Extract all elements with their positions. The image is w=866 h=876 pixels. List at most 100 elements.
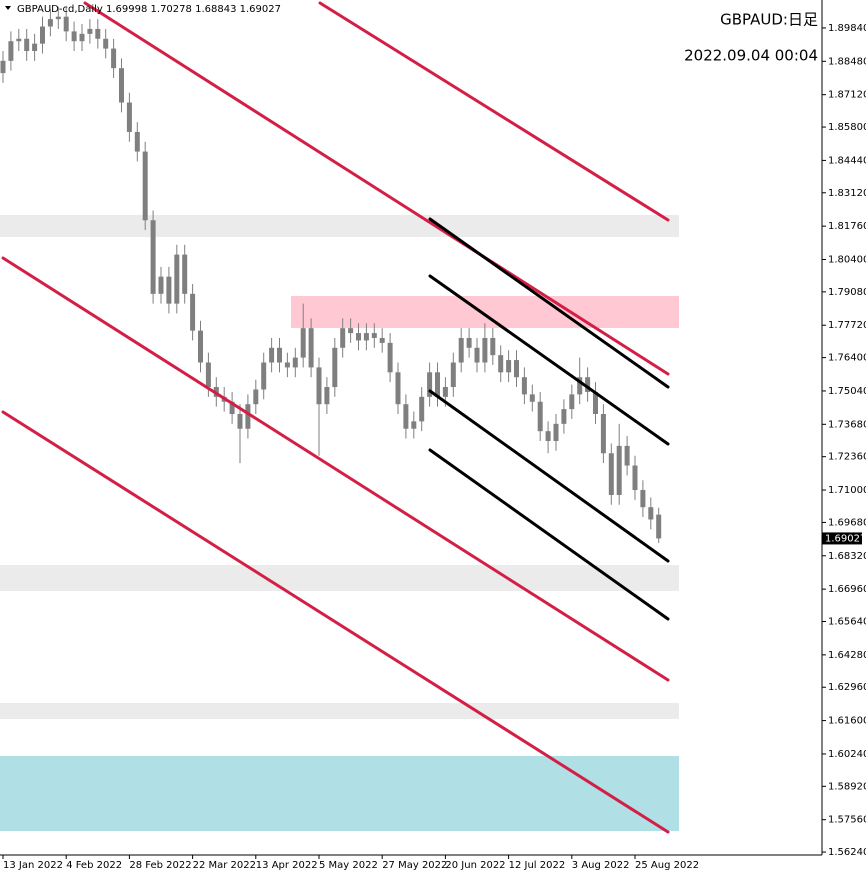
open: 1.69998 — [106, 4, 147, 15]
candle-body — [529, 394, 535, 402]
candle-body — [292, 357, 298, 368]
close: 1.69027 — [240, 4, 281, 15]
candle-body — [166, 276, 172, 304]
candle-body — [24, 38, 30, 52]
candle-body — [435, 372, 440, 397]
x-tick-label: 12 Jul 2022 — [509, 860, 566, 871]
trend-line — [428, 448, 670, 621]
menu-arrow[interactable] — [5, 6, 11, 10]
candle-body — [640, 490, 646, 508]
candle-body — [300, 328, 306, 358]
candle-body — [648, 507, 654, 520]
candle-body — [71, 31, 77, 42]
candle-body — [537, 401, 543, 432]
zone — [291, 296, 679, 328]
candle-body — [55, 16, 61, 20]
trend-line — [428, 274, 670, 446]
candle-body — [182, 254, 188, 294]
candle-body — [379, 337, 385, 343]
zone — [0, 703, 679, 719]
x-tick-label: 13 Jan 2022 — [3, 860, 63, 871]
price-label: 1.69027 — [825, 533, 866, 544]
candle-body — [198, 330, 203, 363]
y-tick-label: 1.65640 — [828, 617, 866, 628]
y-tick-label: 1.62960 — [828, 682, 866, 693]
candle-body — [577, 377, 583, 395]
y-tick-label: 1.60240 — [828, 749, 866, 760]
candle-body — [348, 328, 354, 334]
candle-body — [277, 347, 282, 363]
x-tick-label: 3 Aug 2022 — [572, 860, 630, 871]
candle-body — [474, 347, 480, 363]
candle-body — [553, 423, 559, 441]
x-tick-label: 22 Mar 2022 — [193, 860, 256, 871]
candle-body — [8, 41, 14, 61]
high: 1.70278 — [151, 4, 192, 15]
candle-body — [442, 387, 448, 397]
y-tick-label: 1.79080 — [828, 287, 866, 298]
y-tick-label: 1.68320 — [828, 551, 866, 562]
low: 1.68843 — [195, 4, 236, 15]
candle-body — [174, 254, 180, 304]
candle-body — [363, 333, 369, 341]
y-tick-label: 1.64280 — [828, 650, 866, 661]
candle-body — [324, 387, 330, 405]
y-tick-label: 1.72360 — [828, 452, 866, 463]
trend-line — [83, 1, 670, 376]
trend-line — [318, 1, 670, 222]
trend-lines — [1, 1, 670, 834]
candle-body — [387, 342, 393, 373]
zone — [0, 565, 679, 591]
candle-body — [205, 362, 211, 388]
candle-body — [126, 102, 132, 132]
candle-body — [490, 337, 496, 356]
candle-body — [624, 445, 630, 466]
y-tick-label: 1.83120 — [828, 188, 866, 199]
y-tick-label: 1.80400 — [828, 254, 866, 265]
x-tick-label: 20 Jun 2022 — [445, 860, 505, 871]
candle-body — [111, 48, 117, 69]
y-tick-label: 1.77720 — [828, 320, 866, 331]
candle-body — [0, 60, 6, 74]
y-tick-label: 1.56240 — [828, 847, 866, 858]
candle-body — [95, 28, 101, 39]
trend-line — [1, 256, 670, 682]
y-tick-label: 1.61600 — [828, 716, 866, 727]
candle-body — [356, 333, 361, 341]
candle-body — [616, 445, 622, 495]
candle-body — [608, 453, 614, 495]
y-tick-label: 1.88480 — [828, 56, 866, 67]
candle-body — [498, 355, 504, 373]
candle-body — [253, 389, 259, 405]
annotation: GBPAUD:日足 — [720, 11, 818, 29]
candle-body — [269, 347, 275, 363]
y-tick-label: 1.69680 — [828, 517, 866, 528]
x-tick-label: 27 May 2022 — [382, 860, 447, 871]
y-tick-label: 1.84440 — [828, 155, 866, 166]
annotation: 2022.09.04 00:04 — [684, 47, 818, 65]
candle-body — [569, 394, 575, 410]
zone — [0, 756, 679, 831]
candle-body — [245, 404, 251, 429]
y-tick-label: 1.87120 — [828, 90, 866, 101]
y-tick-label: 1.76400 — [828, 353, 866, 364]
y-tick-label: 1.75040 — [828, 386, 866, 397]
y-tick-label: 1.73680 — [828, 419, 866, 430]
y-tick-label: 1.66960 — [828, 584, 866, 595]
candle-body — [458, 337, 464, 363]
x-tick-label: 5 May 2022 — [319, 860, 378, 871]
candle-body — [403, 404, 409, 429]
zones — [0, 215, 679, 831]
candle-body — [142, 151, 148, 221]
candle-body — [316, 367, 322, 405]
candle-body — [40, 26, 45, 44]
candle-body — [261, 362, 267, 390]
candle-body — [340, 328, 346, 348]
candles — [0, 6, 662, 543]
candle-body — [419, 396, 425, 422]
candle-body — [32, 43, 38, 52]
candle-body — [482, 337, 488, 363]
y-tick-label: 1.57560 — [828, 815, 866, 826]
candle-body — [79, 33, 85, 42]
